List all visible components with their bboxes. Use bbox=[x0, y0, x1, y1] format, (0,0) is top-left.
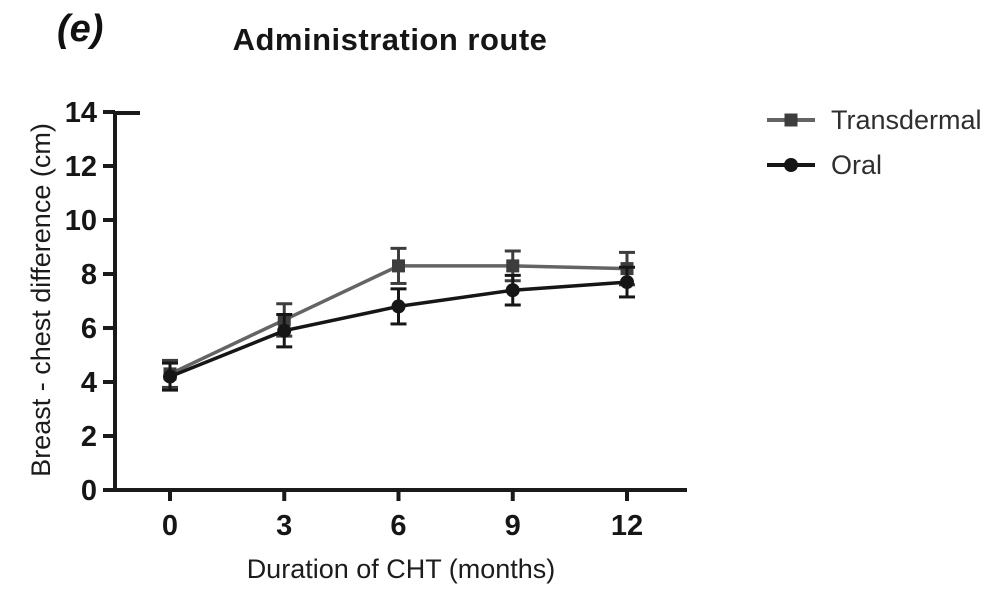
y-tick-label: 10 bbox=[65, 205, 97, 237]
y-tick-label: 14 bbox=[65, 97, 97, 129]
oral-line-circle-icon bbox=[767, 158, 815, 172]
data-point-marker bbox=[620, 275, 634, 290]
data-point-marker bbox=[505, 283, 520, 298]
y-tick-label: 4 bbox=[81, 367, 97, 399]
data-point-marker bbox=[391, 299, 406, 314]
tick-labels: 0 2 4 6 8 10 12 14 0 3 6 9 12 bbox=[65, 97, 643, 542]
data-point-marker bbox=[392, 259, 405, 273]
y-tick-label: 6 bbox=[81, 313, 97, 345]
y-tick-label: 8 bbox=[81, 259, 97, 291]
legend-label-oral: Oral bbox=[831, 150, 883, 180]
y-tick-label: 0 bbox=[81, 475, 97, 507]
data-point-marker bbox=[277, 323, 292, 338]
panel-label: (e) bbox=[57, 8, 104, 50]
x-tick-label: 3 bbox=[276, 510, 292, 542]
x-tick-label: 6 bbox=[390, 510, 406, 542]
x-tick-label: 9 bbox=[505, 510, 521, 542]
transdermal-swatch-marker bbox=[784, 113, 798, 127]
legend-label-transdermal: Transdermal bbox=[831, 105, 982, 135]
x-tick-label: 12 bbox=[611, 510, 643, 542]
legend-item-oral: Oral bbox=[766, 151, 982, 179]
y-tick-label: 2 bbox=[81, 421, 97, 453]
x-axis-title: Duration of CHT (months) bbox=[247, 554, 556, 584]
y-tick-label: 12 bbox=[65, 151, 97, 183]
data-point-marker bbox=[163, 369, 177, 384]
legend-item-transdermal: Transdermal bbox=[766, 106, 982, 134]
oral-swatch-marker bbox=[784, 158, 798, 172]
x-tick-label: 0 bbox=[162, 510, 178, 542]
transdermal-line-square-icon bbox=[767, 113, 815, 127]
chart-title: Administration route bbox=[232, 22, 548, 57]
axes bbox=[103, 110, 687, 501]
series-oral bbox=[162, 265, 635, 392]
y-axis-title: Breast - chest difference (cm) bbox=[26, 123, 56, 477]
legend: Transdermal Oral bbox=[766, 106, 982, 179]
data-point-marker bbox=[506, 259, 520, 273]
